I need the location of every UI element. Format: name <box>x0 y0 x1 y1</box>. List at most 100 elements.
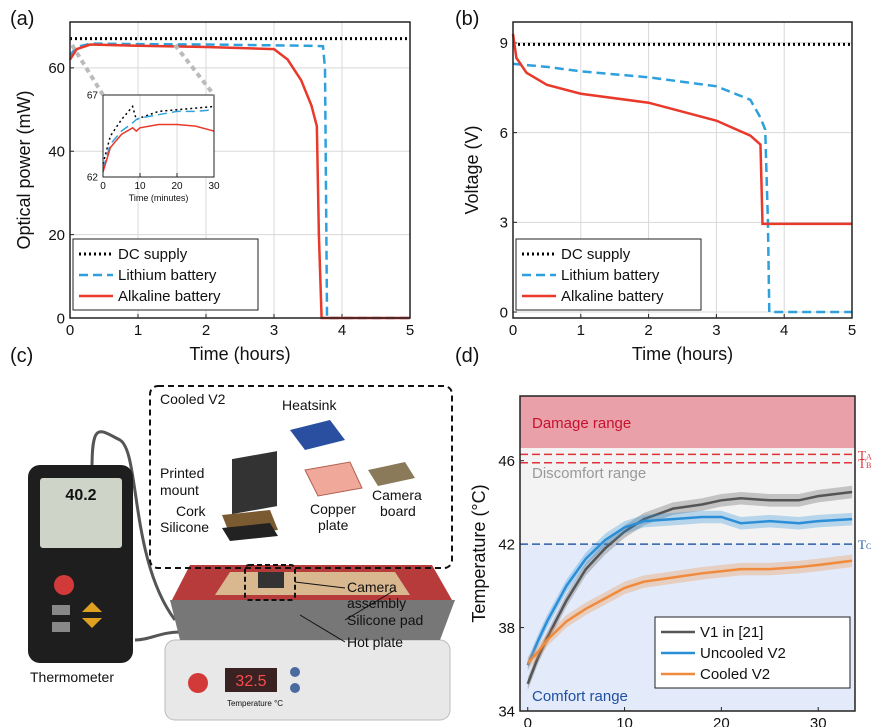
y-tick-label: 38 <box>498 620 515 637</box>
series-line <box>526 490 853 685</box>
illustration: (c) 40.2 Thermometer 32.5 Temperature °C <box>10 345 455 721</box>
x-tick-label: 2 <box>644 322 652 339</box>
x-tick-label: 0 <box>509 322 517 339</box>
y-tick-label: 0 <box>500 304 508 321</box>
threshold-subscript: A <box>866 452 872 461</box>
leader <box>294 581 346 589</box>
y-tick-label: 3 <box>500 215 508 232</box>
label: Cork <box>176 503 207 519</box>
power-button <box>54 575 74 595</box>
x-axis-label: Time (hours) <box>189 344 290 364</box>
x-tick-label: 3 <box>712 322 720 339</box>
label: board <box>380 503 416 519</box>
y-axis-label: Optical power (mW) <box>14 90 34 249</box>
label: Camera <box>372 487 422 503</box>
y-tick-label: 6 <box>500 125 508 142</box>
y-tick-label: 42 <box>498 536 515 553</box>
y-tick-label: 40 <box>48 143 65 160</box>
label: assembly <box>347 595 406 611</box>
label: plate <box>318 517 349 533</box>
x-tick-label: 20 <box>171 181 183 192</box>
x-axis-label: Time (hours) <box>632 344 733 364</box>
x-tick-label: 30 <box>810 715 827 727</box>
thermometer-screen <box>40 478 122 548</box>
axes-frame <box>512 21 853 319</box>
threshold-symbol: T <box>858 537 866 552</box>
cable <box>90 430 177 621</box>
panel-label: (d) <box>455 345 479 367</box>
series-line <box>102 123 215 173</box>
x-tick-label: 1 <box>134 322 142 339</box>
series-line <box>526 515 853 666</box>
hot-plate-caption: Temperature °C <box>227 699 283 708</box>
x-tick-label: 10 <box>134 181 146 192</box>
y-tick-label: 20 <box>48 227 65 244</box>
hot-plate-screen <box>225 668 277 692</box>
x-tick-label: 0 <box>66 322 74 339</box>
threshold-label: TA <box>858 447 872 462</box>
label: Silicone pad <box>347 612 423 628</box>
error-band <box>527 510 853 672</box>
legend-label: Lithium battery <box>561 267 660 284</box>
series-line <box>526 559 853 664</box>
legend-label: Alkaline battery <box>118 288 221 305</box>
threshold-subscript: B <box>866 461 871 470</box>
button <box>52 622 70 632</box>
label: mount <box>160 482 199 498</box>
button <box>290 667 300 677</box>
legend-label: Alkaline battery <box>561 288 664 305</box>
x-tick-label: 5 <box>848 322 856 339</box>
zoom-box <box>244 564 296 601</box>
silicone <box>222 523 278 541</box>
y-tick-label: 9 <box>500 35 508 52</box>
y-tick-label: 60 <box>48 60 65 77</box>
axes-frame <box>69 21 411 319</box>
x-axis-label: Time (minutes) <box>129 193 189 203</box>
panel-label: (a) <box>10 8 34 30</box>
x-tick-label: 4 <box>338 322 346 339</box>
legend-label: Uncooled V2 <box>700 645 786 662</box>
camera-assembly <box>258 572 284 588</box>
legend-label: Lithium battery <box>118 267 217 284</box>
x-tick-label: 0 <box>524 715 532 727</box>
thermometer-reading: 40.2 <box>65 487 96 504</box>
threshold-label: TB <box>858 456 871 471</box>
x-tick-label: 3 <box>270 322 278 339</box>
threshold-symbol: T <box>858 456 866 471</box>
chart: 0 1 2 3 4 5 0 3 6 9 Time (hours) Voltage (V) (b) DC s… <box>455 8 856 364</box>
printed-mount <box>232 451 277 515</box>
camera-board <box>368 462 415 486</box>
leader <box>344 589 396 621</box>
region <box>520 396 855 449</box>
x-tick-label: 0 <box>100 181 106 192</box>
series-line <box>511 33 852 226</box>
legend-box <box>72 238 259 311</box>
heatsink <box>290 420 345 450</box>
button <box>82 602 102 612</box>
label: Hot plate <box>347 634 403 650</box>
hot-plate-reading: 32.5 <box>235 673 266 690</box>
region-label: Discomfort range <box>532 465 646 482</box>
chart: Damage range Discomfort range Comfort rang… <box>455 345 872 727</box>
hot-plate-body <box>170 600 455 640</box>
y-tick-label: 0 <box>57 310 65 327</box>
label: Cooled V2 <box>160 391 226 407</box>
legend-label: V1 in [21] <box>700 624 763 641</box>
x-tick-label: 20 <box>713 715 730 727</box>
threshold-subscript: C <box>866 542 871 551</box>
y-tick-label: 62 <box>87 173 99 184</box>
threshold-label: TC <box>858 537 871 552</box>
zoom-box <box>149 385 453 569</box>
panel-label: (c) <box>10 345 33 367</box>
y-axis-label: Voltage (V) <box>462 125 482 214</box>
inset-connector <box>173 43 216 97</box>
chart: 0 1 2 3 4 5 0 20 40 60 Time (hours) Optical power (… <box>10 8 414 364</box>
x-tick-label: 5 <box>406 322 414 339</box>
threshold-symbol: T <box>858 447 866 462</box>
button <box>290 683 300 693</box>
x-tick-label: 2 <box>202 322 210 339</box>
chart: 0 10 20 30 62 67 Time (minutes) <box>87 91 220 204</box>
x-tick-label: 4 <box>780 322 788 339</box>
label: Copper <box>310 501 356 517</box>
